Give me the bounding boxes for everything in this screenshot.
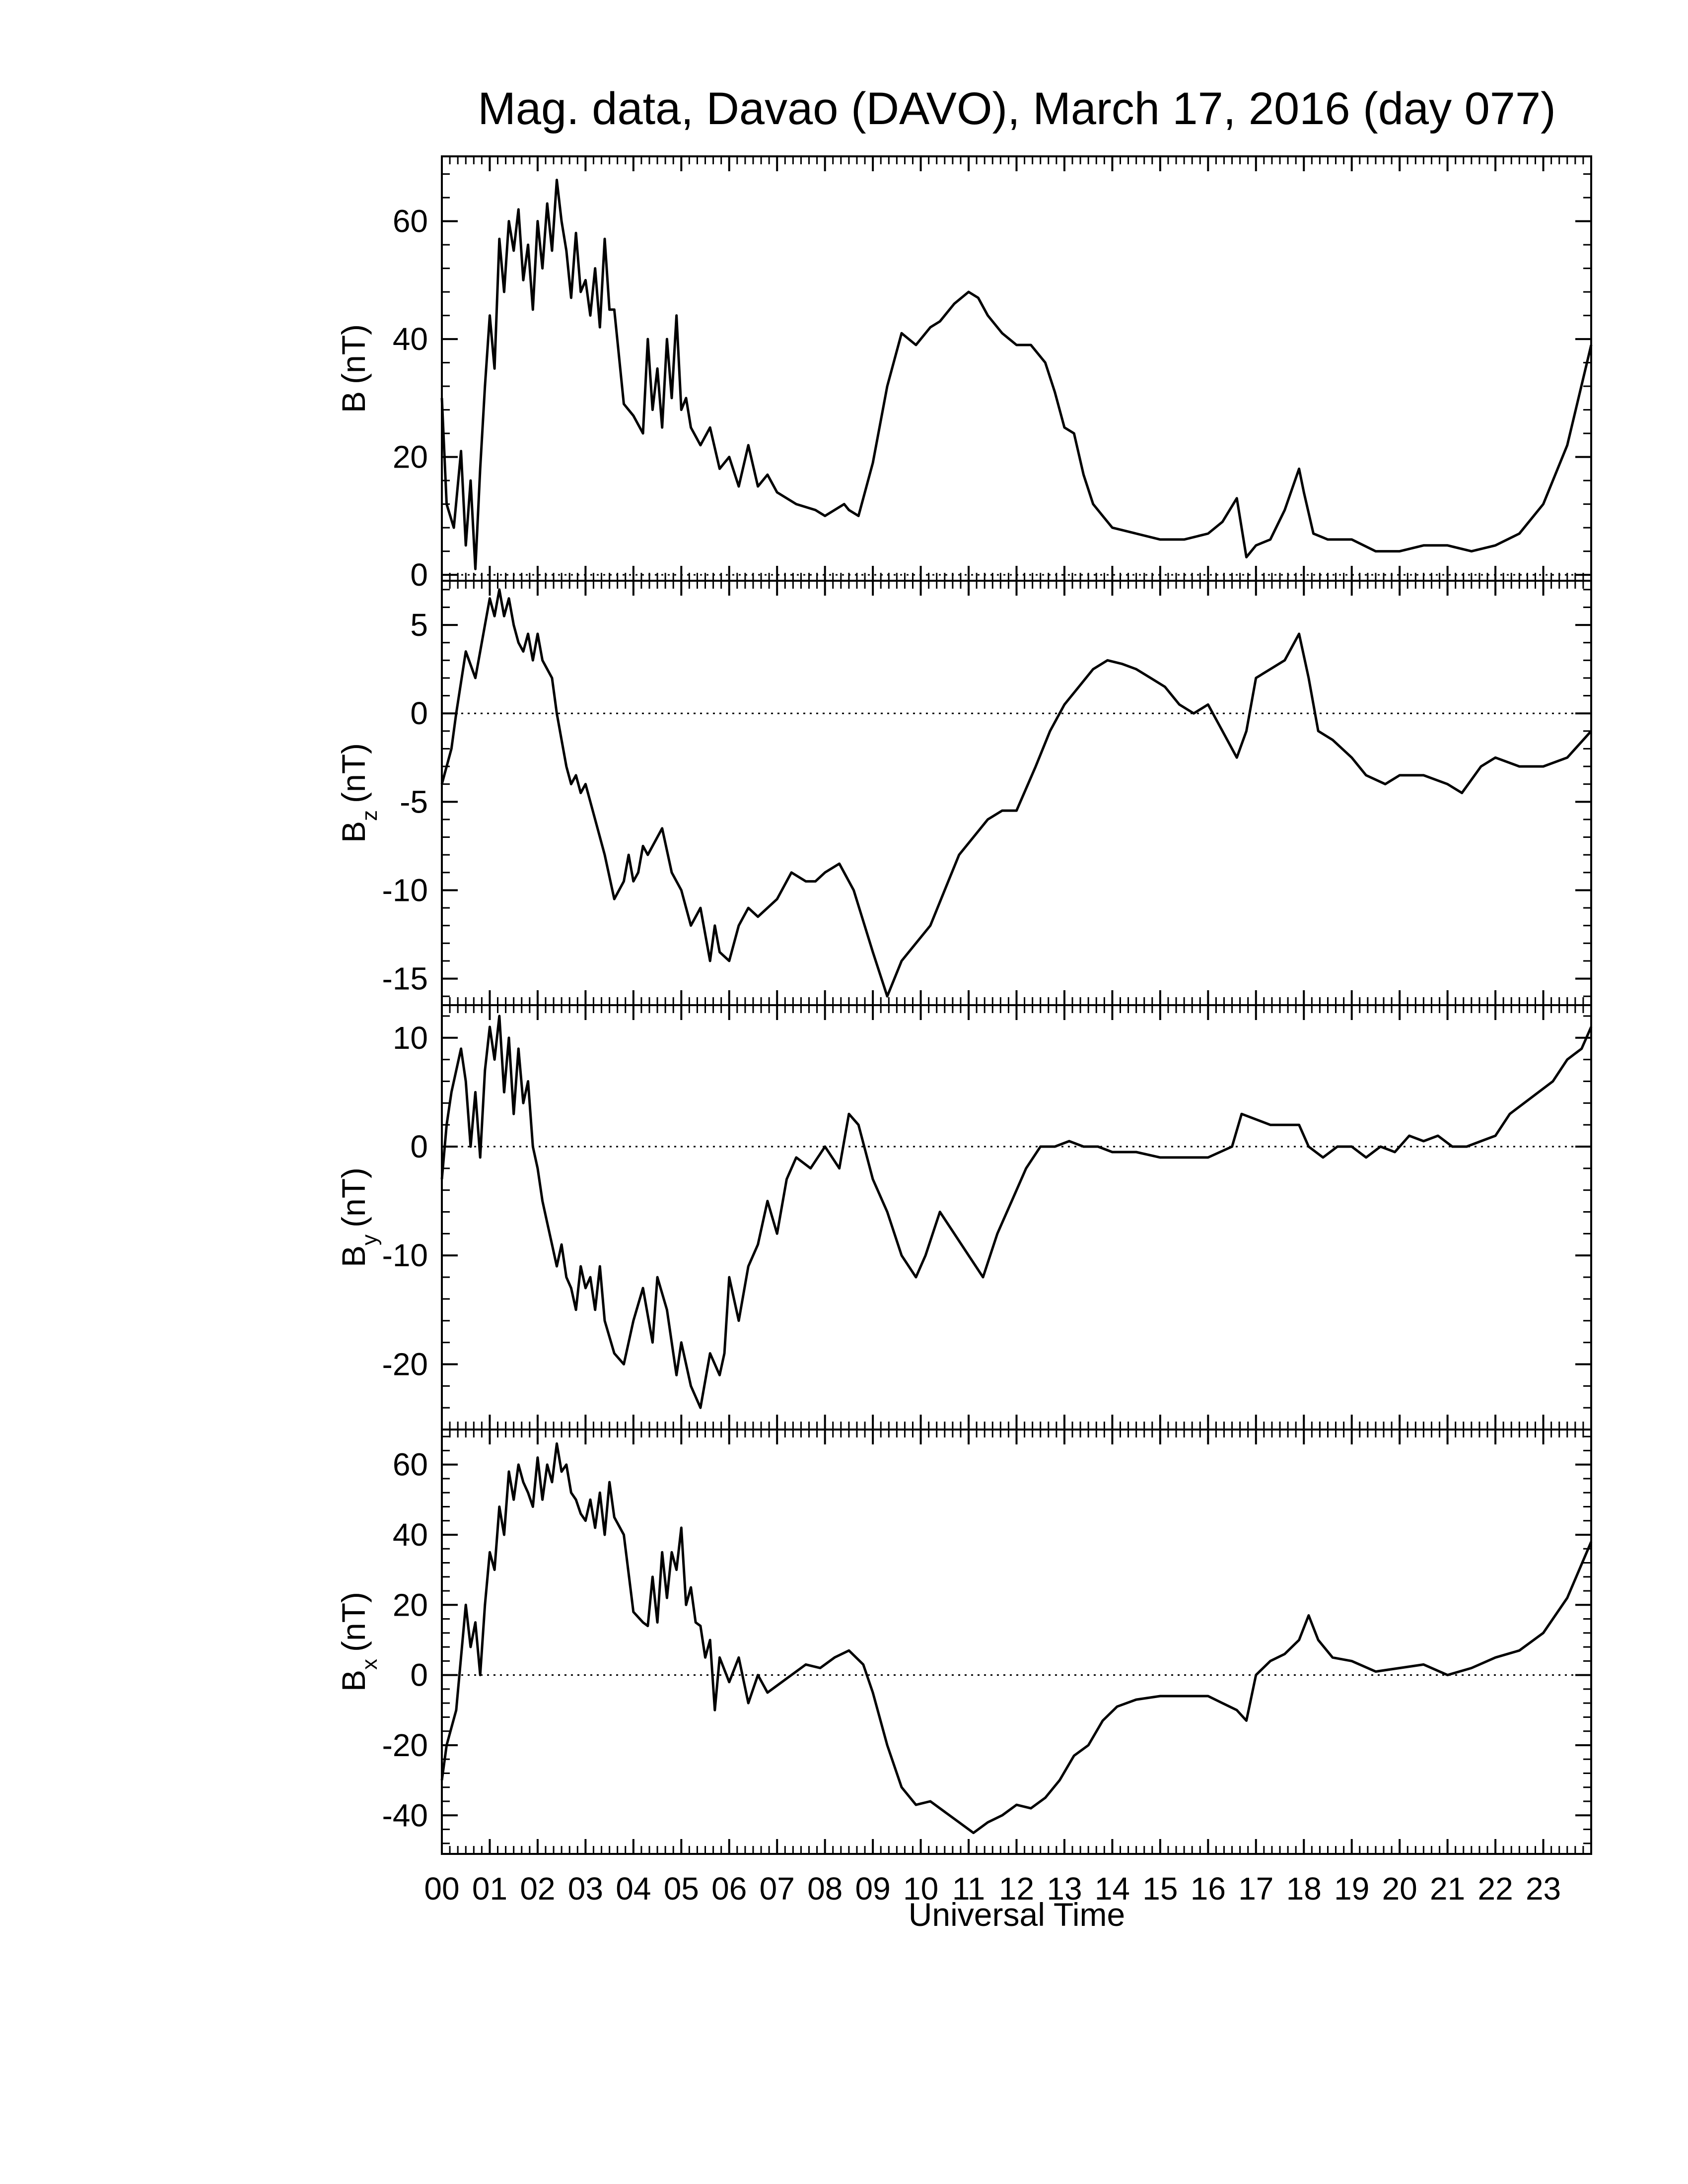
x-tick-label: 18: [1286, 1871, 1322, 1907]
x-tick-label: 19: [1334, 1871, 1369, 1907]
bz-y-label-base: B: [335, 821, 372, 843]
x-tick-label: 04: [616, 1871, 651, 1907]
x-tick-label: 16: [1191, 1871, 1226, 1907]
x-tick-label: 05: [664, 1871, 699, 1907]
b-total-y-tick-label: 40: [393, 321, 428, 357]
panel-by: -20 -10 0 10 By (nT): [335, 1004, 1593, 1431]
bx-series-line: [440, 1442, 1593, 1835]
bz-y-tick-label: -5: [400, 784, 428, 819]
x-tick-label: 17: [1238, 1871, 1273, 1907]
b-total-y-tick-label: 60: [393, 204, 428, 239]
by-y-axis-label: By (nT): [335, 1167, 382, 1267]
bz-y-tick-label: 0: [410, 695, 428, 731]
x-tick-label: 20: [1382, 1871, 1417, 1907]
panel-bx: -40 -20 0 20 40 60 Bx (nT): [335, 1429, 1593, 1855]
x-tick-label: 12: [999, 1871, 1034, 1907]
x-tick-label: 21: [1430, 1871, 1465, 1907]
b-total-series-line: [440, 179, 1593, 570]
bx-y-axis-label: Bx (nT): [335, 1592, 382, 1692]
by-y-label-sub: y: [357, 1234, 382, 1245]
bx-y-tick-label: 20: [393, 1587, 428, 1623]
bx-y-label-unit: (nT): [335, 1592, 372, 1652]
bx-y-tick-label: 40: [393, 1517, 428, 1553]
x-tick-label: 01: [472, 1871, 507, 1907]
x-tick-label: 09: [855, 1871, 891, 1907]
bz-y-tick-label: -10: [382, 872, 428, 908]
bx-y-label-sub: x: [357, 1659, 382, 1670]
bz-y-tick-label: -15: [382, 961, 428, 997]
bx-y-label-base: B: [335, 1670, 372, 1692]
b-total-y-axis-label: B (nT): [335, 324, 372, 413]
by-y-tick-label: 0: [410, 1129, 428, 1164]
panel-stack: 0 20 40 60 B (nT) -15 -10 -5 0 5 Bz (nT) -20 -10 0 10 By (…: [335, 155, 1593, 1855]
x-tick-label: 03: [568, 1871, 603, 1907]
by-y-label-unit: (nT): [335, 1167, 372, 1228]
bx-y-tick-label: -40: [382, 1797, 428, 1833]
x-tick-label: 02: [520, 1871, 555, 1907]
by-y-tick-label: 10: [393, 1020, 428, 1056]
x-tick-label: 11: [952, 1871, 985, 1907]
x-tick-label: 00: [424, 1871, 459, 1907]
x-tick-label: 13: [1047, 1871, 1082, 1907]
x-tick-label: 23: [1526, 1871, 1561, 1907]
x-tick-label: 07: [760, 1871, 795, 1907]
bx-y-tick-label: 0: [410, 1657, 428, 1693]
bz-y-label-sub: z: [357, 810, 382, 821]
by-y-tick-label: -20: [382, 1346, 428, 1382]
bx-y-tick-label: 60: [393, 1447, 428, 1483]
b-total-y-label-base: B: [335, 391, 372, 413]
x-tick-label: 08: [807, 1871, 843, 1907]
panel-b-total: 0 20 40 60 B (nT): [335, 155, 1593, 593]
by-series-line: [440, 1015, 1593, 1409]
x-tick-label: 22: [1477, 1871, 1513, 1907]
x-tick-label: 10: [903, 1871, 938, 1907]
x-tick-label: 06: [711, 1871, 747, 1907]
bz-series-line: [440, 588, 1592, 998]
bz-y-axis-label: Bz (nT): [335, 743, 382, 843]
by-y-tick-label: -10: [382, 1237, 428, 1273]
x-axis-tick-labels: 00 01 02 03 04 05 06 07 08 09 10 11 12 13 14 15 16 17 18 19…: [424, 1871, 1561, 1907]
by-y-label-base: B: [335, 1245, 372, 1267]
b-total-y-tick-label: 0: [410, 557, 428, 593]
x-tick-label: 14: [1095, 1871, 1130, 1907]
b-total-y-tick-label: 20: [393, 439, 428, 475]
chart-title: Mag. data, Davao (DAVO), March 17, 2016 …: [478, 83, 1556, 134]
x-tick-label: 15: [1142, 1871, 1178, 1907]
bx-y-tick-label: -20: [382, 1727, 428, 1763]
b-total-y-label-unit: (nT): [335, 324, 372, 384]
bz-y-tick-label: 5: [410, 607, 428, 643]
bz-y-label-unit: (nT): [335, 743, 372, 803]
x-axis-label: Universal Time: [909, 1896, 1125, 1933]
